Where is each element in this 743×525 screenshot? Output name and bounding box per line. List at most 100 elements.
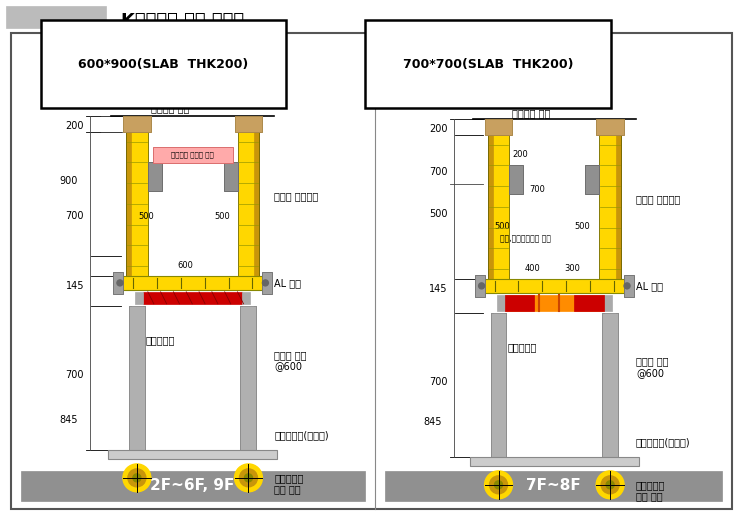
Text: 500: 500 (138, 212, 154, 220)
Text: 500: 500 (429, 209, 448, 219)
Bar (487, 135, 510, 279)
Circle shape (133, 474, 141, 482)
Text: 400: 400 (525, 265, 540, 274)
Bar (484, 119, 513, 135)
Bar (241, 306, 256, 450)
Text: 투바이포 휘부: 투바이포 휘부 (151, 103, 189, 113)
Bar (490, 313, 507, 457)
Text: 일체형 보브라켓: 일체형 보브라켓 (274, 191, 319, 202)
Bar (475, 275, 484, 297)
Bar (126, 132, 148, 276)
Circle shape (117, 280, 123, 286)
Bar (504, 295, 604, 311)
Bar (113, 272, 123, 294)
Bar (510, 164, 523, 194)
Bar (624, 275, 634, 297)
Circle shape (239, 469, 257, 487)
Bar (123, 116, 151, 132)
Bar (224, 162, 238, 192)
Bar (148, 162, 162, 192)
Bar (490, 313, 507, 457)
Text: 700: 700 (65, 371, 84, 381)
Text: AL 팀버: AL 팀버 (274, 278, 302, 288)
Text: 500: 500 (495, 222, 510, 230)
Circle shape (484, 471, 513, 499)
Circle shape (262, 280, 268, 286)
Text: 일체형 주주
@600: 일체형 주주 @600 (274, 350, 307, 371)
Text: 200: 200 (513, 150, 528, 159)
Bar (242, 292, 250, 304)
Text: 300: 300 (564, 265, 580, 274)
Bar (470, 457, 639, 466)
Bar (108, 450, 277, 459)
Bar (224, 162, 238, 192)
Text: 하부지지대: 하부지지대 (146, 335, 175, 345)
Text: 200: 200 (429, 124, 448, 134)
Bar (235, 116, 262, 132)
Circle shape (478, 283, 484, 289)
Circle shape (596, 471, 624, 499)
Bar (487, 135, 493, 279)
Bar (126, 132, 148, 276)
Bar (108, 450, 277, 459)
Bar (126, 132, 131, 276)
Text: 폭인볼트 전구간 체결: 폭인볼트 전구간 체결 (172, 151, 214, 158)
Bar (484, 119, 513, 135)
Bar (118, 276, 267, 290)
Bar (262, 272, 273, 294)
Bar (262, 272, 273, 294)
Bar (153, 146, 233, 163)
Circle shape (244, 474, 253, 482)
Bar (596, 119, 624, 135)
Bar (487, 135, 510, 279)
Bar (7, 6, 106, 28)
Circle shape (624, 283, 630, 289)
Bar (129, 306, 131, 450)
Bar (135, 292, 143, 304)
Bar (470, 457, 639, 466)
Bar (490, 313, 493, 457)
Bar (143, 292, 242, 304)
Text: 700: 700 (65, 211, 84, 221)
Text: 600: 600 (178, 261, 194, 270)
Bar (604, 295, 612, 311)
Bar (602, 313, 618, 457)
Circle shape (235, 464, 262, 492)
Bar (118, 276, 267, 290)
Text: K보거푸집 층별 조립도: K보거푸집 층별 조립도 (121, 12, 244, 30)
Circle shape (601, 476, 619, 494)
Bar (602, 313, 604, 457)
Bar (602, 313, 618, 457)
Text: 일체형 주주
@600: 일체형 주주 @600 (636, 356, 669, 378)
Bar (385, 471, 721, 501)
Bar (129, 306, 145, 450)
Text: 500: 500 (574, 222, 590, 230)
Circle shape (495, 481, 502, 489)
Bar (599, 135, 621, 279)
Bar (624, 275, 634, 297)
Bar (238, 132, 259, 276)
Text: 145: 145 (429, 284, 448, 294)
Text: 700*700(SLAB  THK200): 700*700(SLAB THK200) (403, 58, 574, 70)
Circle shape (128, 469, 146, 487)
Text: 700: 700 (429, 377, 448, 387)
Text: 600*900(SLAB  THK200): 600*900(SLAB THK200) (78, 58, 248, 70)
Bar (113, 272, 123, 294)
Text: 500: 500 (215, 212, 230, 220)
Text: 700: 700 (429, 167, 448, 177)
Bar (596, 119, 624, 135)
Bar (616, 313, 618, 457)
Text: AL 팀버: AL 팀버 (636, 281, 663, 291)
Bar (241, 306, 256, 450)
Text: 900: 900 (59, 176, 78, 186)
Text: 7F~8F: 7F~8F (526, 478, 581, 494)
Bar (241, 306, 242, 450)
Bar (585, 164, 599, 194)
Bar (475, 275, 484, 297)
Circle shape (490, 476, 507, 494)
Circle shape (123, 464, 151, 492)
Bar (254, 306, 256, 450)
Text: 일체형 보브라켓: 일체형 보브라켓 (636, 194, 681, 204)
Text: 투바이포 휘부: 투바이포 휘부 (513, 108, 551, 118)
Bar (22, 471, 365, 501)
